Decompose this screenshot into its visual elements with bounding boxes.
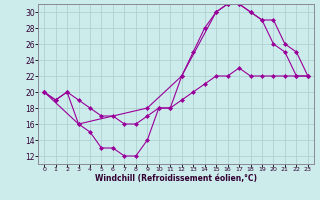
- X-axis label: Windchill (Refroidissement éolien,°C): Windchill (Refroidissement éolien,°C): [95, 174, 257, 183]
